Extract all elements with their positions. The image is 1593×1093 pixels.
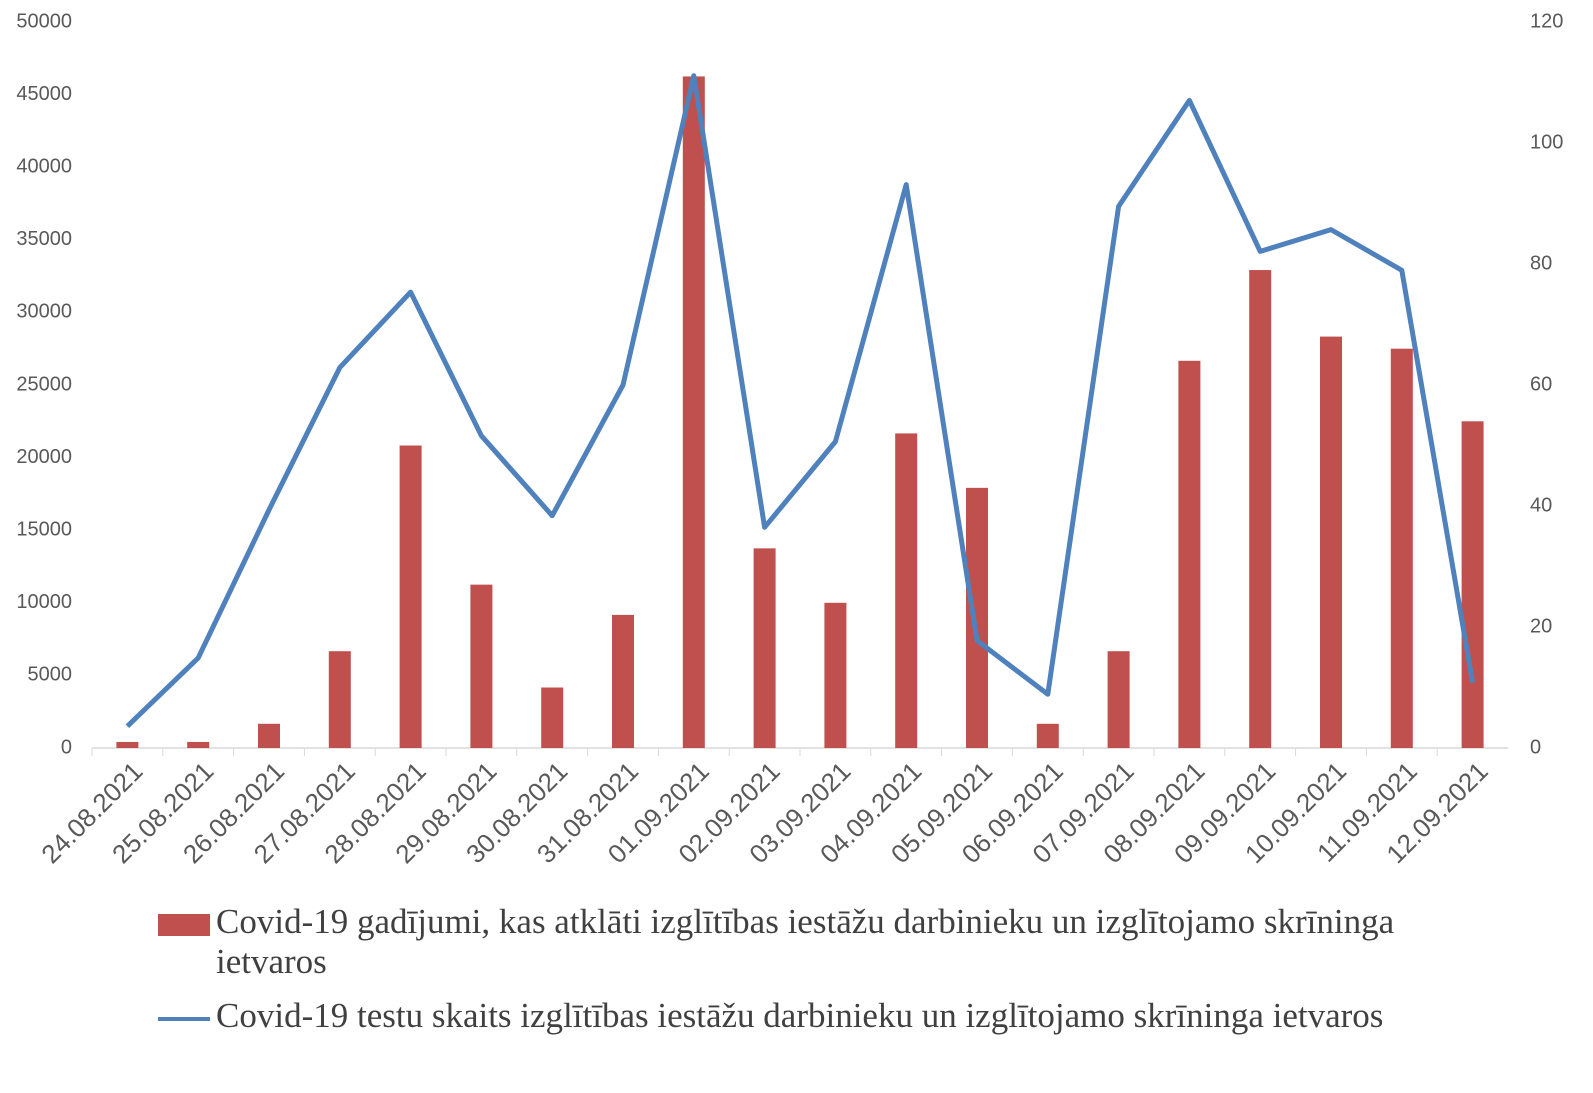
y-tick-label: 10000 [16,591,72,613]
y-tick-label: 20000 [16,446,72,468]
y2-tick-label: 20 [1530,615,1552,637]
y-tick-label: 0 [61,736,72,758]
line [125,73,1476,729]
bar [612,614,634,748]
legend-label: Covid-19 testu skaits izglītības iestāžu… [216,996,1384,1035]
legend-label: Covid-19 gadījumi, kas atklāti izglītība… [216,902,1395,981]
bar [895,433,918,748]
bar [1036,723,1059,748]
y-tick-label: 45000 [16,83,72,105]
y2-tick-label: 100 [1530,131,1563,153]
bar [541,687,564,748]
bar [328,651,351,748]
y2-tick-label: 80 [1530,252,1552,274]
bar [187,741,210,748]
bar [1107,651,1130,748]
y2-tick-label: 40 [1530,494,1552,516]
y-tick-label: 25000 [16,373,72,395]
y2-tick-label: 0 [1530,736,1541,758]
chart: 0 5000 10000 15000 20000 25000 30000 35000 40000… [16,10,1563,869]
bar [966,487,988,748]
legend-swatch [158,902,210,982]
bar [258,723,280,748]
legend-swatch [158,996,210,1036]
bar [753,548,776,748]
y-tick-label: 30000 [16,301,72,323]
bar [1320,336,1342,748]
bar [1390,348,1413,748]
bar [1178,360,1201,748]
bar [1249,270,1272,748]
bar [116,741,139,748]
legend-item: Covid-19 testu skaits izglītības iestāžu… [158,996,1478,1036]
bar [399,445,422,748]
bar [682,76,705,748]
y-tick-label: 5000 [28,664,73,686]
y-tick-label: 15000 [16,518,72,540]
y-tick-label: 35000 [16,228,72,250]
y2-tick-label: 60 [1530,373,1552,395]
y-tick-label: 50000 [16,10,72,32]
y-tick-label: 40000 [16,155,72,177]
bar [824,602,847,748]
bar [470,584,493,748]
bar [1461,421,1484,748]
y2-tick-label: 120 [1530,10,1563,32]
legend-item: Covid-19 gadījumi, kas atklāti izglītība… [158,902,1478,982]
